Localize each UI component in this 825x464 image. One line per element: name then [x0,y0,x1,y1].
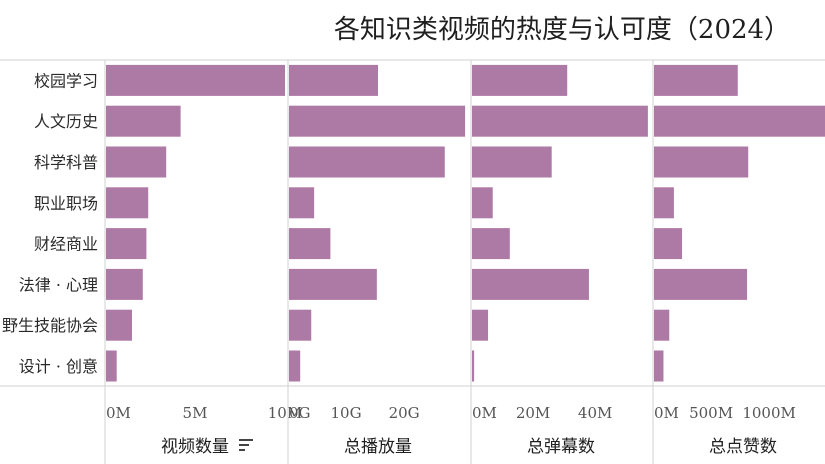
bar [289,146,445,178]
tick-label: 1000M [742,404,796,422]
bar [654,228,683,260]
tick-label: 500M [689,404,733,422]
tick-label: 10M [268,404,302,422]
bar [106,350,117,382]
chart-title: 各知识类视频的热度与认可度（2024） [334,15,790,45]
bar [654,146,749,178]
bar [106,187,149,219]
bar [106,146,167,178]
category-label: 校园学习 [34,71,98,90]
bar [289,350,301,382]
tick-label: 0M [472,404,497,422]
bar [289,268,377,300]
tick-label: 10G [331,404,362,422]
bar [472,64,568,96]
sort-icon-bar [239,449,245,451]
bar [472,350,475,382]
axis-label: 总点赞数 [709,437,777,457]
bar [106,64,285,96]
bar [106,228,147,260]
tick-label: 0M [654,404,679,422]
bar [472,187,493,219]
bar [472,105,648,137]
category-label: 财经商业 [34,235,98,254]
tick-label: 0G [289,404,311,422]
bar [654,187,674,219]
category-label: 设计 · 创意 [19,357,98,376]
bar [472,268,589,300]
tick-label: 0M [106,404,131,422]
bar [472,228,510,260]
category-label: 科学科普 [34,153,98,172]
bar [654,350,664,382]
category-label: 法律 · 心理 [19,275,98,294]
bar [472,146,552,178]
category-label: 人文历史 [34,112,98,131]
tick-label: 5M [183,404,208,422]
sort-icon-bar [239,444,249,446]
bar [654,268,748,300]
category-label: 职业职场 [34,194,98,213]
bar [289,187,315,219]
bar [654,309,670,341]
bar [654,64,738,96]
bar [472,309,489,341]
bar [106,268,143,300]
tick-label: 20G [389,404,420,422]
bar [106,105,181,137]
sort-descending-icon [239,439,253,451]
bar [289,228,331,260]
bar [289,64,378,96]
bar [289,105,466,137]
sort-icon-bar [239,439,253,441]
axis-label: 总弹幕数 [527,437,595,457]
category-label: 野生技能协会 [2,316,98,335]
bar [106,309,132,341]
bar [654,105,825,137]
axis-label: 视频数量 [161,437,229,457]
bar [289,309,312,341]
axis-label: 总播放量 [344,437,412,457]
tick-label: 40M [578,404,612,422]
tick-label: 20M [516,404,550,422]
